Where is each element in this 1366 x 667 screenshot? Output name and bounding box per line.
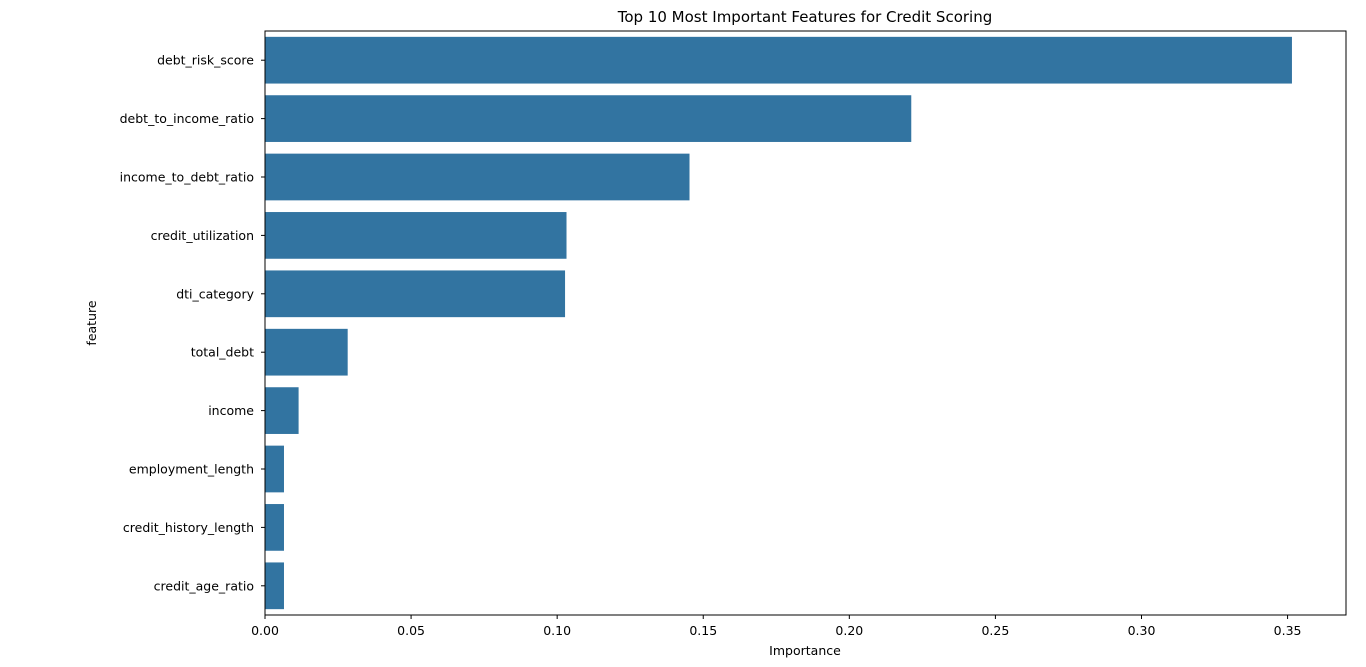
x-tick-label-0-15: 0.15	[689, 623, 717, 638]
bars-group	[265, 36, 1292, 610]
x-tick-label-0-05: 0.05	[397, 623, 425, 638]
bar-income-to-debt-ratio	[265, 153, 690, 201]
y-tick-label-total-debt: total_debt	[191, 345, 254, 360]
x-tick-label-0-10: 0.10	[543, 623, 571, 638]
bar-credit-history-length	[265, 504, 284, 551]
x-axis-label: Importance	[769, 643, 841, 658]
y-tick-label-credit-history-length: credit_history_length	[123, 520, 254, 535]
y-tick-label-debt-risk-score: debt_risk_score	[157, 53, 254, 68]
bar-credit-utilization	[265, 212, 567, 259]
y-tick-label-credit-age-ratio: credit_age_ratio	[154, 578, 254, 593]
bar-total-debt	[265, 328, 348, 376]
x-tick-label-0-20: 0.20	[835, 623, 863, 638]
y-tick-label-employment-length: employment_length	[129, 462, 254, 477]
plot-frame	[264, 30, 1347, 616]
bar-debt-to-income-ratio	[265, 95, 912, 142]
y-axis-label: feature	[84, 300, 99, 345]
bar-employment-length	[265, 445, 284, 493]
bar-dti-category	[265, 270, 566, 318]
x-axis-ticks: 0.00 0.05 0.10 0.15 0.20 0.25 0.30 0.35	[251, 615, 1301, 638]
x-tick-label-0-35: 0.35	[1274, 623, 1302, 638]
y-axis-ticks: debt_risk_score debt_to_income_ratioincom…	[120, 53, 265, 593]
y-tick-label-credit-utilization: credit_utilization	[151, 228, 254, 243]
x-tick-label-0-25: 0.25	[981, 623, 1009, 638]
y-tick-label-debt-to-income-ratio: debt_to_income_ratio	[120, 111, 254, 126]
chart-title: Top 10 Most Important Features for Credi…	[617, 8, 993, 26]
bar-credit-age-ratio	[265, 562, 284, 610]
x-tick-label-0-00: 0.00	[251, 623, 279, 638]
y-tick-label-income-to-debt-ratio: income_to_debt_ratio	[120, 170, 254, 185]
y-tick-label-income: income	[208, 403, 254, 418]
y-tick-label-dti-category: dti_category	[176, 286, 254, 301]
x-tick-label-0-30: 0.30	[1128, 623, 1156, 638]
bar-debt-risk-score	[265, 36, 1292, 84]
bar-income	[265, 387, 299, 434]
